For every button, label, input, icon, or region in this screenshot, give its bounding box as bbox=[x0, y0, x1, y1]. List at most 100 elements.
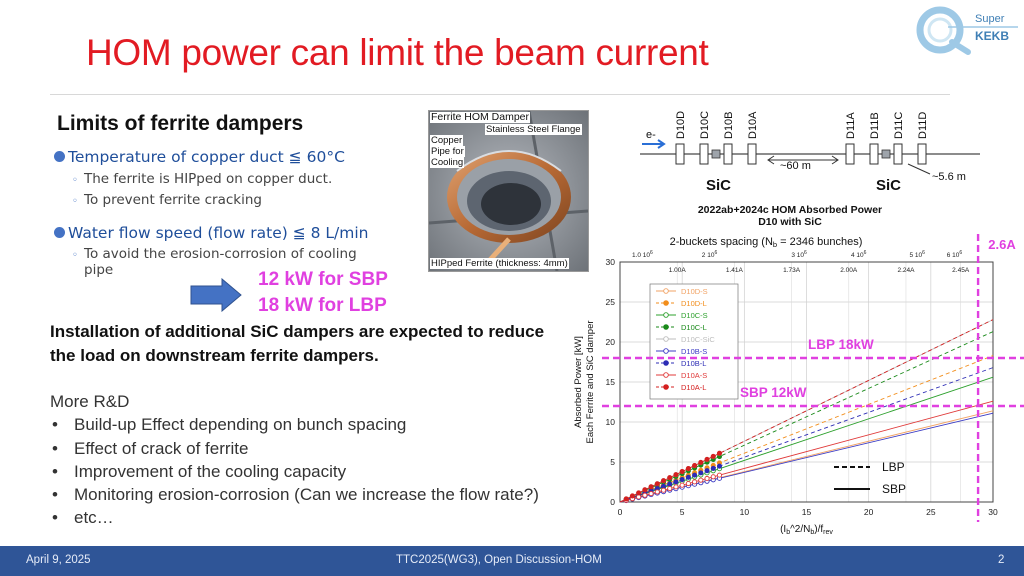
rnd-heading: More R&D bbox=[50, 392, 130, 411]
data-point bbox=[692, 479, 698, 485]
data-point bbox=[667, 481, 673, 487]
data-point bbox=[679, 469, 685, 475]
current-tick-label: 1.73A bbox=[783, 267, 801, 274]
sic-damper-box bbox=[881, 149, 891, 159]
sub-bullet-icon: ◦ bbox=[72, 175, 78, 186]
data-point bbox=[648, 491, 654, 497]
legend-marker bbox=[663, 300, 669, 306]
data-point bbox=[679, 477, 685, 483]
damper-box bbox=[723, 143, 733, 165]
x-tick-label: 15 bbox=[802, 507, 812, 517]
beam-label: e- bbox=[646, 129, 656, 141]
data-point bbox=[667, 486, 673, 492]
damper-box bbox=[869, 143, 879, 165]
data-point bbox=[642, 492, 648, 498]
sub-bullet-continued: pipe bbox=[84, 262, 114, 278]
damper-label: D10A bbox=[747, 111, 759, 139]
photo-ferrite-label: HIPped Ferrite (thickness: 4mm) bbox=[430, 258, 569, 269]
sic-label-d11: SiC bbox=[876, 177, 901, 194]
power-limit-label: SBP 12kW bbox=[740, 385, 807, 400]
hom-power-chart: 2022ab+2024c HOM Absorbed Power D10 with… bbox=[573, 204, 1024, 536]
distance-5m: ~5.6 m bbox=[932, 171, 966, 183]
y-tick-label: 5 bbox=[610, 457, 615, 467]
data-point bbox=[698, 477, 704, 483]
plot-frame bbox=[619, 261, 994, 503]
data-point bbox=[716, 463, 723, 469]
list-item: Build-up Effect depending on bunch spaci… bbox=[50, 413, 544, 437]
lbp-limit: 18 kW for LBP bbox=[258, 295, 387, 316]
data-point bbox=[704, 475, 710, 482]
footer-center: TTC2025(WG3), Open Discussion-HOM bbox=[396, 554, 602, 566]
sbp-limit: 12 kW for SBP bbox=[258, 269, 388, 290]
data-point bbox=[685, 480, 691, 487]
distance-60m: ~60 m bbox=[780, 160, 811, 172]
photo-copper-label: Copper bbox=[430, 135, 464, 146]
data-point bbox=[716, 472, 723, 478]
damper-illustration bbox=[429, 111, 588, 271]
power-limit-label: LBP 18kW bbox=[808, 337, 874, 352]
data-point bbox=[692, 472, 698, 478]
damper-label: D10D bbox=[675, 111, 687, 139]
y-axis-label: Absorbed Power [kW] bbox=[573, 336, 584, 428]
photo-flange-label: Stainless Steel Flange bbox=[485, 124, 582, 135]
legend-label: D10A-L bbox=[681, 383, 706, 392]
data-point bbox=[685, 466, 691, 472]
damper-photo: Ferrite HOM Damper Stainless Steel Flang… bbox=[428, 110, 589, 272]
top-tick-label: 3 106 bbox=[791, 250, 807, 259]
data-point bbox=[623, 496, 629, 502]
list-item: Improvement of the cooling capacity bbox=[50, 460, 544, 484]
data-point bbox=[710, 453, 716, 459]
legend-label: D10B-L bbox=[681, 359, 706, 368]
sub-bullet: ◦ The ferrite is HIPped on copper duct. bbox=[72, 171, 332, 189]
bullet-text: Water flow speed (flow rate) ≦ 8 L/min bbox=[68, 224, 369, 242]
distance-arrow-icon bbox=[767, 155, 839, 165]
right-arrow-icon bbox=[190, 278, 242, 312]
damper-box bbox=[675, 143, 685, 165]
damper-label: D11A bbox=[845, 112, 857, 139]
superkekb-logo: Super KEKB bbox=[916, 6, 1018, 55]
section-heading: Limits of ferrite dampers bbox=[57, 112, 304, 135]
data-point bbox=[704, 456, 710, 462]
title-divider bbox=[50, 94, 950, 95]
legend-marker bbox=[663, 312, 669, 318]
data-point bbox=[648, 484, 654, 490]
legend-label: D10D-L bbox=[681, 299, 707, 308]
legend-marker bbox=[663, 336, 669, 342]
chart-subtitle: D10 with SiC bbox=[758, 216, 822, 228]
page-title: HOM power can limit the beam current bbox=[86, 32, 709, 73]
legend-label: D10C-S bbox=[681, 311, 708, 320]
bullet-flow: Water flow speed (flow rate) ≦ 8 L/min bbox=[54, 224, 369, 242]
data-point bbox=[673, 472, 679, 478]
list-item: Monitoring erosion-corrosion (Can we inc… bbox=[50, 483, 544, 507]
beamline-schematic: e- D10D D10C D10B D10A D11A D11B D11C D11D SiC … bbox=[640, 111, 980, 194]
legend-marker bbox=[663, 348, 669, 354]
spacing-note: 2-buckets spacing (Nb = 2346 bunches) bbox=[670, 236, 863, 249]
data-point bbox=[629, 493, 635, 499]
rnd-list: More R&D Build-up Effect depending on bu… bbox=[50, 390, 544, 530]
data-point bbox=[673, 479, 679, 485]
chart-title: 2022ab+2024c HOM Absorbed Power bbox=[698, 204, 882, 216]
current-limit-label: 2.6A bbox=[988, 237, 1016, 252]
sub-bullet: ◦ To prevent ferrite cracking bbox=[72, 192, 262, 210]
current-tick-label: 2.24A bbox=[897, 267, 915, 274]
top-tick-label: 6 106 bbox=[947, 250, 963, 259]
beam-arrow-icon bbox=[642, 139, 666, 149]
sub-bullet-icon: ◦ bbox=[72, 196, 78, 207]
data-point bbox=[654, 481, 660, 487]
sub-bullet-text: To avoid the erosion-corrosion of coolin… bbox=[84, 246, 357, 262]
damper-box bbox=[917, 143, 927, 165]
list-item: etc… bbox=[50, 506, 544, 530]
bullet-text: Temperature of copper duct ≦ 60°C bbox=[68, 148, 345, 166]
legend-marker bbox=[663, 372, 669, 378]
footer-date: April 9, 2025 bbox=[26, 554, 91, 566]
x-tick-label: 10 bbox=[740, 507, 750, 517]
legend-marker bbox=[663, 384, 669, 390]
bullet-dot-icon bbox=[54, 151, 65, 162]
damper-label: D10B bbox=[723, 111, 735, 139]
legend-label: D10C-SiC bbox=[681, 335, 715, 344]
damper-label: D10C bbox=[699, 111, 711, 139]
data-point bbox=[710, 465, 716, 471]
sub-bullet-icon: ◦ bbox=[72, 250, 78, 261]
sic-label-d10: SiC bbox=[706, 177, 731, 194]
top-tick-label: 2 106 bbox=[702, 250, 718, 259]
